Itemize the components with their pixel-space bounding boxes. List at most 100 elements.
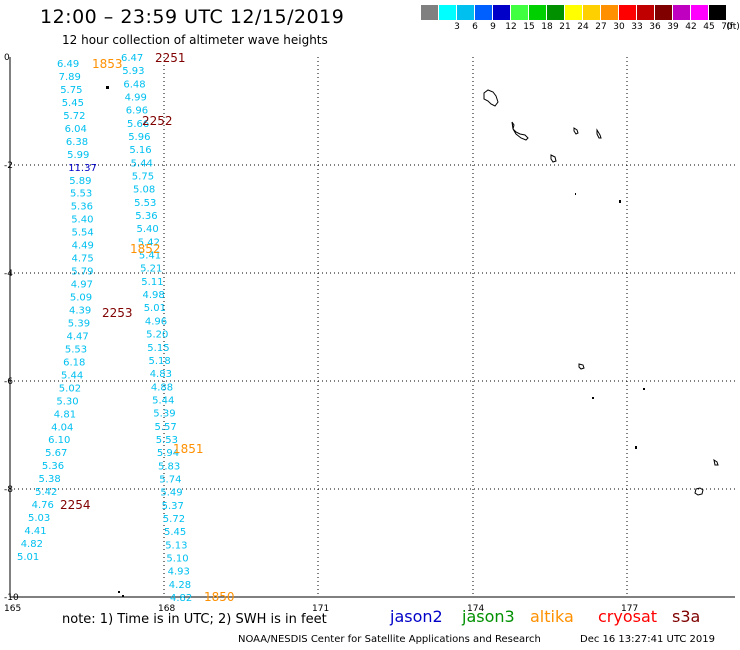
x-tick-label: 165 [4, 604, 21, 614]
wave-height-label: 5.96 [128, 132, 150, 143]
wave-height-label: 5.36 [71, 202, 93, 213]
wave-height-label: 5.02 [59, 383, 81, 394]
legend-label: 24 [577, 22, 589, 32]
wave-height-label: 4.82 [170, 593, 192, 604]
legend-swatch [655, 5, 673, 20]
y-tick-label: 0 [4, 53, 10, 63]
wave-height-label: 6.49 [57, 59, 79, 70]
x-tick-label: 177 [621, 604, 638, 614]
legend-swatch [619, 5, 637, 20]
legend-swatch [547, 5, 565, 20]
wave-height-label: 5.53 [134, 198, 156, 209]
wave-height-label: 5.40 [71, 215, 93, 226]
wave-height-label: 5.45 [164, 527, 186, 538]
axis-tick-labels: 165 168 171 174 177 0 -2 -4 -6 -8 -10 [4, 53, 638, 614]
legend-label: 27 [595, 22, 607, 32]
wave-height-label: 5.44 [61, 370, 83, 381]
legend-label: 36 [649, 22, 661, 32]
wave-height-label: 4.28 [169, 580, 191, 591]
legend-swatch [475, 5, 493, 20]
wave-height-label: 4.81 [54, 409, 76, 420]
pass-time-label: 2251 [155, 51, 186, 65]
wave-height-label: 4.49 [72, 241, 94, 252]
wave-height-label: 5.38 [39, 474, 61, 485]
wave-height-label: 5.36 [135, 211, 157, 222]
wave-height-label: 5.20 [146, 330, 168, 341]
credit-text: NOAA/NESDIS Center for Satellite Applica… [238, 634, 541, 645]
y-tick-label: -8 [4, 485, 13, 495]
wave-height-label: 6.47 [121, 53, 143, 64]
legend-label: 6 [472, 22, 478, 32]
pass-time-label: 1853 [92, 57, 123, 71]
wave-height-label: 5.41 [139, 251, 161, 262]
y-tick-label: -6 [4, 377, 13, 387]
island-outline [483, 89, 499, 107]
legend-swatch [511, 5, 529, 20]
wave-height-label: 5.37 [162, 501, 184, 512]
legend-label: 3 [454, 22, 460, 32]
wave-height-label: 5.72 [63, 111, 85, 122]
island-outline [713, 458, 719, 466]
lat-lon-grid [10, 57, 735, 597]
wave-height-label: 4.39 [69, 306, 91, 317]
wave-height-label: 5.74 [159, 475, 181, 486]
islet [106, 86, 109, 89]
wave-height-label: 6.10 [48, 435, 70, 446]
wave-height-label: 5.66 [127, 119, 149, 130]
pass-time-label: 1851 [173, 442, 204, 456]
legend-swatch [457, 5, 475, 20]
footer-note: note: 1) Time is in UTC; 2) SWH is in fe… [62, 612, 327, 627]
wave-height-label: 5.44 [131, 158, 153, 169]
island-outlines [106, 86, 719, 597]
legend-swatch [529, 5, 547, 20]
wave-height-label: 5.03 [28, 513, 50, 524]
pass-time-label: 2253 [102, 306, 133, 320]
island-outline [573, 127, 579, 135]
wave-height-label: 5.53 [65, 344, 87, 355]
wave-height-label: 6.18 [63, 357, 85, 368]
legend-swatch [673, 5, 691, 20]
mission-jason2: jason2 [390, 607, 443, 626]
mission-s3a: s3a [672, 607, 701, 626]
wave-height-label: 5.39 [68, 319, 90, 330]
legend-label: 9 [490, 22, 496, 32]
wave-height-label: 5.15 [147, 343, 169, 354]
legend-swatch [709, 5, 727, 20]
x-tick-label: 171 [312, 604, 329, 614]
wave-height-label: 5.45 [62, 98, 84, 109]
islet [118, 591, 120, 593]
legend-swatch [583, 5, 601, 20]
y-tick-label: -4 [4, 269, 13, 279]
wave-height-label: 11.37 [68, 163, 97, 174]
legend-swatch [421, 5, 439, 20]
wave-height-label: 5.72 [163, 514, 185, 525]
island-outline [596, 128, 602, 139]
legend-label: 33 [631, 22, 643, 32]
legend-label: 18 [541, 22, 553, 32]
wave-height-label: 5.93 [122, 66, 144, 77]
islet [643, 388, 645, 390]
wave-height-label: 5.21 [140, 264, 162, 275]
legend-swatch [439, 5, 457, 20]
wave-height-label: 5.30 [56, 396, 78, 407]
wave-height-label: 5.09 [70, 293, 92, 304]
wave-height-label: 5.89 [69, 176, 91, 187]
wave-height-label: 4.82 [21, 539, 43, 550]
wave-height-label: 5.01 [144, 303, 166, 314]
wave-height-label: 5.18 [149, 356, 171, 367]
wave-height-label: 5.01 [17, 552, 39, 563]
wave-height-label: 5.99 [67, 150, 89, 161]
legend-label: 42 [685, 22, 697, 32]
island-outline [694, 487, 704, 496]
wave-height-label: 5.11 [141, 277, 163, 288]
wave-height-label: 5.53 [70, 189, 92, 200]
wave-height-label: 5.67 [45, 448, 67, 459]
wave-height-label: 5.40 [137, 224, 159, 235]
wave-height-label: 5.75 [132, 172, 154, 183]
legend-swatch [565, 5, 583, 20]
wave-height-label: 6.96 [126, 106, 148, 117]
wave-height-label: 5.83 [158, 461, 180, 472]
wave-height-label: 5.13 [165, 540, 187, 551]
island-outline [578, 363, 585, 370]
island-outline [511, 121, 529, 141]
